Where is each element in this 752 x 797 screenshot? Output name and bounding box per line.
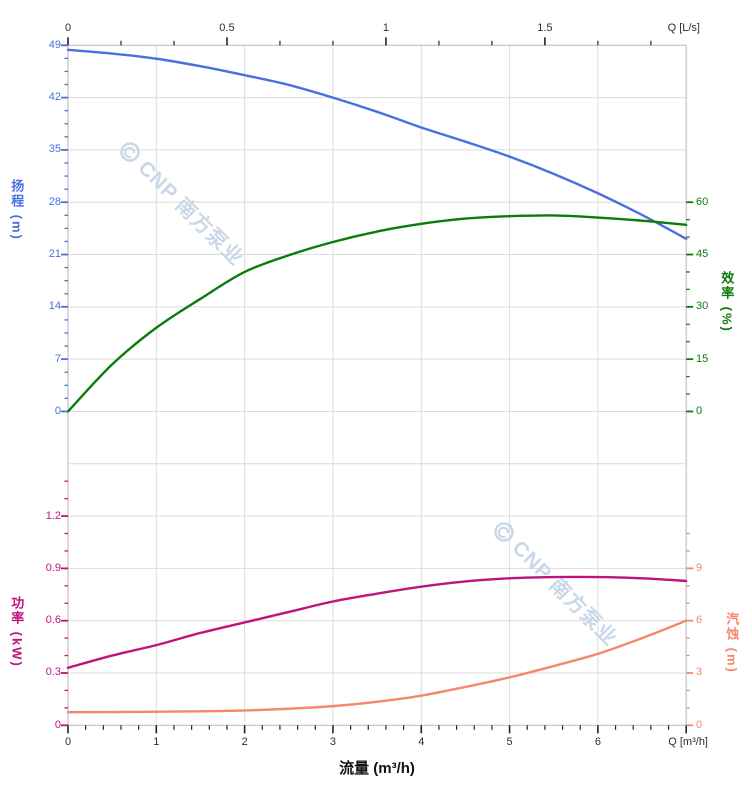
cnp-logo-icon (120, 142, 140, 162)
efficiency-curve (66, 214, 688, 413)
power-axis-title: 功率 (kW) (9, 596, 25, 668)
npsh-axis-title: 汽蚀 (m) (724, 612, 740, 674)
head-curve (66, 48, 688, 241)
head-axis-title: 扬程 (m) (9, 179, 25, 241)
watermark-text: CNP 南方泵业 (508, 536, 623, 651)
flow-axis-title: 流量 (m³/h) (339, 760, 415, 777)
top-axis-unit-label: Q [L/s] (667, 22, 700, 34)
ticks-layer (61, 37, 694, 734)
grid-layer (67, 44, 687, 726)
cnp-logo-icon (494, 522, 514, 542)
efficiency-axis-title: 效率 (%) (719, 271, 735, 333)
npsh-curve (66, 619, 688, 714)
bottom-axis-unit-label: Q [m³/h] (668, 736, 708, 748)
watermark-text: CNP 南方泵业 (134, 156, 249, 271)
curves-layer (66, 48, 688, 714)
cnp-watermark: CNP 南方泵业 (120, 142, 249, 271)
power-curve (66, 575, 688, 669)
